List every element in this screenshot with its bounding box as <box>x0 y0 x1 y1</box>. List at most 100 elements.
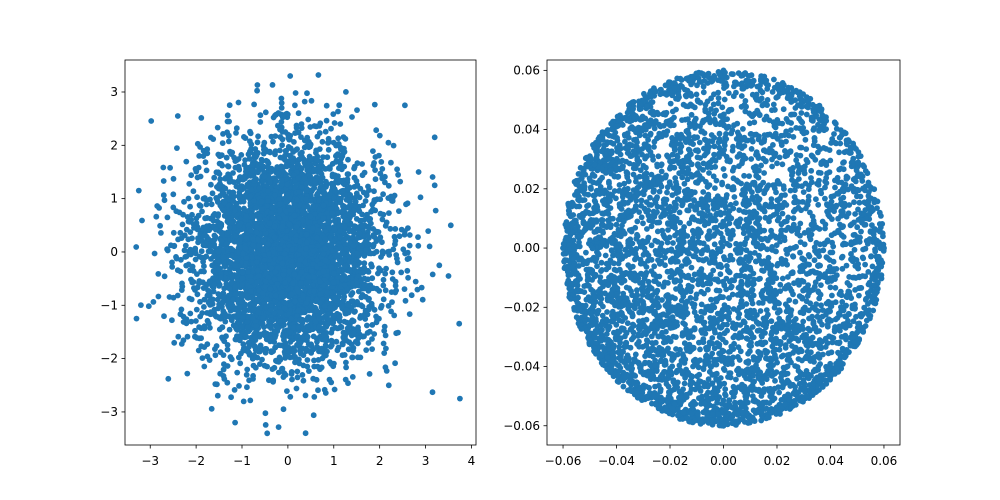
data-point <box>341 282 348 288</box>
data-point <box>266 220 273 227</box>
data-point <box>259 321 266 328</box>
data-point <box>187 203 194 210</box>
data-point <box>330 258 336 265</box>
data-point <box>335 108 341 115</box>
data-point <box>262 283 269 290</box>
data-point <box>365 267 371 274</box>
data-point <box>226 132 232 139</box>
data-point <box>392 289 399 296</box>
data-point <box>277 126 283 133</box>
data-point <box>202 159 209 166</box>
data-point <box>186 180 193 187</box>
data-point <box>287 132 294 139</box>
data-point <box>199 208 205 215</box>
data-point <box>361 169 368 176</box>
data-point <box>217 176 224 183</box>
data-point <box>339 276 346 283</box>
data-point <box>183 316 190 322</box>
data-point <box>380 276 387 283</box>
data-point <box>398 269 405 276</box>
data-point <box>272 151 278 158</box>
data-point <box>226 224 233 231</box>
data-point <box>320 325 327 332</box>
data-point <box>392 360 398 367</box>
data-point <box>312 178 318 185</box>
data-point <box>405 274 411 281</box>
data-point <box>350 330 357 337</box>
data-point <box>210 136 217 143</box>
data-point <box>189 263 196 270</box>
data-point <box>220 352 227 358</box>
data-point <box>170 204 177 211</box>
data-point <box>286 268 293 275</box>
data-point <box>318 364 325 371</box>
data-point <box>261 362 268 369</box>
data-point <box>193 215 200 222</box>
data-point <box>254 82 261 88</box>
data-point <box>377 196 384 203</box>
data-point <box>344 176 351 183</box>
data-point <box>310 225 316 232</box>
data-point <box>230 189 237 196</box>
data-point <box>175 333 182 340</box>
data-point <box>236 166 243 173</box>
data-point <box>262 422 269 428</box>
data-point <box>201 363 208 370</box>
data-point <box>320 154 326 161</box>
data-point <box>320 215 327 221</box>
data-point <box>282 157 288 163</box>
data-point <box>258 160 264 167</box>
data-point <box>252 334 258 340</box>
data-point <box>279 223 286 230</box>
data-point <box>214 124 221 131</box>
data-point <box>429 271 436 278</box>
data-point <box>344 171 351 178</box>
data-point <box>340 187 346 194</box>
data-point <box>298 165 305 172</box>
data-point <box>223 154 230 161</box>
data-point <box>346 226 353 233</box>
data-point <box>429 174 436 180</box>
data-point <box>310 333 317 340</box>
data-point <box>250 314 256 321</box>
data-point <box>371 331 378 337</box>
data-point <box>133 244 140 250</box>
data-point <box>178 306 185 313</box>
data-point <box>227 301 234 308</box>
data-point <box>362 198 369 204</box>
data-point <box>197 298 203 305</box>
data-point <box>414 286 421 293</box>
data-point <box>175 236 182 243</box>
data-point <box>385 139 392 146</box>
data-point <box>161 313 167 320</box>
data-point <box>300 377 307 384</box>
data-point <box>351 165 357 172</box>
data-point <box>252 364 259 371</box>
data-point <box>212 346 218 352</box>
data-point <box>300 292 306 299</box>
data-point <box>342 135 349 142</box>
data-point <box>288 291 295 298</box>
data-point <box>316 197 322 204</box>
data-point <box>277 201 283 208</box>
data-point <box>288 369 295 375</box>
data-point <box>224 363 231 369</box>
data-point <box>283 171 289 178</box>
data-point <box>250 198 257 204</box>
data-point <box>233 324 239 331</box>
data-point <box>253 323 260 329</box>
data-point <box>261 257 268 263</box>
data-point <box>278 177 285 184</box>
data-point <box>321 190 327 197</box>
data-point <box>227 177 234 184</box>
data-point <box>271 364 278 371</box>
data-point <box>355 335 362 342</box>
data-point <box>235 99 242 106</box>
data-point <box>335 344 342 351</box>
data-point <box>183 158 190 165</box>
data-point <box>238 152 245 158</box>
data-point <box>217 222 223 229</box>
data-point <box>257 119 264 125</box>
data-point <box>218 237 225 244</box>
data-point <box>186 295 193 302</box>
